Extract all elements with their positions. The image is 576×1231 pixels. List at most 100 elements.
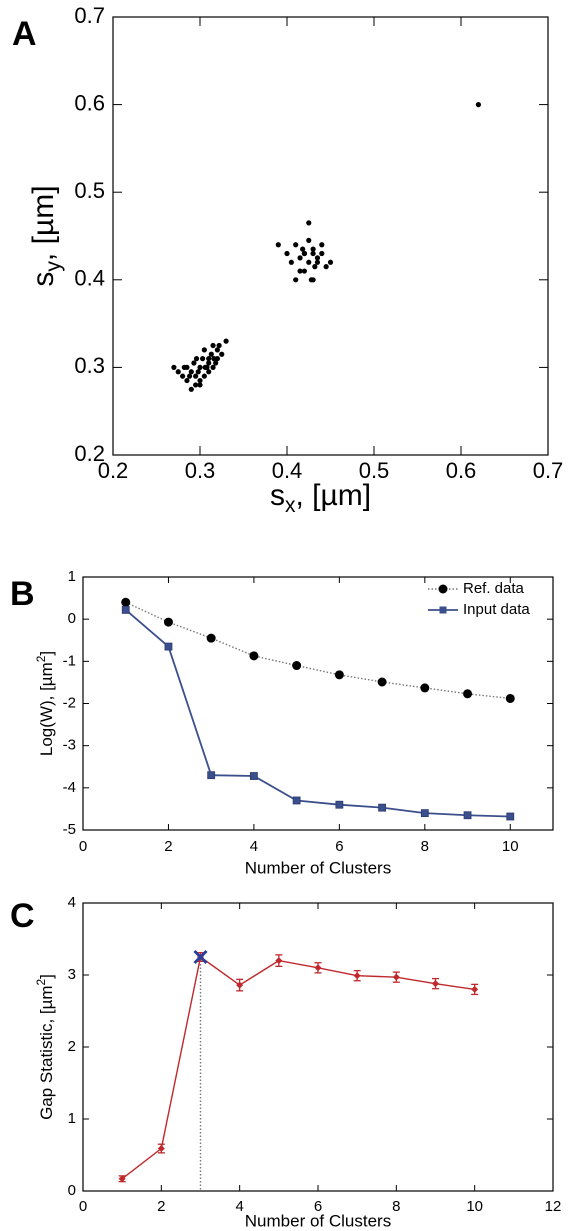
legend-marker	[439, 606, 447, 614]
y-tick-label: 0.4	[74, 266, 105, 291]
point	[293, 242, 299, 248]
optimal-stroke	[193, 949, 208, 965]
point	[202, 364, 208, 370]
point	[184, 377, 190, 384]
legend-label: Input data	[463, 601, 530, 618]
point	[216, 342, 222, 349]
point	[293, 277, 299, 283]
y-tick-label: 0	[68, 610, 76, 627]
marker	[463, 811, 472, 820]
y-tick-label: -5	[63, 821, 76, 838]
series-line	[125, 601, 511, 700]
point	[193, 356, 200, 362]
x-tick-label: 6	[314, 1198, 322, 1215]
point	[297, 255, 303, 261]
point	[180, 373, 186, 379]
x-tick-label: 0.3	[185, 458, 216, 483]
axis-label-text: s	[270, 479, 285, 512]
point	[284, 250, 290, 257]
y-tick-label: -4	[63, 779, 76, 796]
marker	[121, 605, 130, 614]
x-tick-label: 2	[157, 1198, 165, 1215]
x-tick-label: 8	[421, 838, 429, 855]
marker	[314, 964, 322, 972]
point	[312, 264, 318, 270]
y-tick-label: 0.3	[74, 353, 105, 378]
y-tick-label: 2	[68, 1038, 76, 1055]
x-tick-label: 10	[502, 838, 519, 855]
series-line	[121, 955, 475, 1180]
point	[301, 250, 307, 257]
point	[327, 259, 334, 265]
marker	[121, 597, 131, 607]
point	[210, 342, 216, 349]
panel-label: A	[12, 15, 37, 53]
x-tick-label: 4	[250, 838, 258, 855]
point	[213, 360, 219, 366]
marker	[249, 651, 259, 661]
point	[188, 386, 194, 392]
marker	[463, 689, 473, 699]
axis-label-rest: ]	[37, 651, 56, 656]
axis-label-rest: , [µm]	[295, 479, 371, 512]
axis-label: sx, [µm]	[270, 479, 371, 517]
point	[310, 250, 316, 257]
axis-label-rest: ]	[37, 974, 56, 979]
point	[297, 268, 303, 274]
point	[197, 377, 203, 384]
y-tick-label: 3	[68, 966, 76, 983]
marker	[506, 812, 515, 821]
y-tick-label: 0.6	[74, 90, 105, 115]
axis-label-sup: 2	[34, 655, 48, 662]
point	[193, 382, 199, 388]
point	[206, 360, 212, 366]
point	[475, 102, 481, 108]
x-tick-label: 0.7	[533, 458, 564, 483]
y-tick-label: 0.7	[74, 3, 105, 28]
axis-label: Log(W), [µm2]	[34, 651, 56, 756]
marker	[392, 973, 400, 981]
point	[314, 255, 321, 261]
legend-marker	[438, 584, 448, 594]
y-tick-label: 1	[68, 1110, 76, 1127]
axis-label-rest: , [µm]	[27, 185, 60, 261]
y-tick-label: 0	[68, 1182, 76, 1199]
y-tick-label: 0.2	[74, 441, 105, 466]
x-tick-label: 0.2	[98, 458, 129, 483]
point	[300, 246, 306, 252]
point	[206, 356, 212, 362]
marker	[334, 670, 344, 680]
point	[200, 356, 206, 362]
marker	[471, 985, 479, 993]
x-tick-label: 8	[392, 1198, 400, 1215]
y-tick-label: -1	[63, 652, 76, 669]
marker	[420, 683, 430, 693]
point	[191, 360, 197, 366]
point	[306, 220, 312, 226]
optimal-marker	[193, 949, 208, 965]
x-tick-label: 0.4	[272, 458, 303, 483]
marker	[505, 693, 515, 703]
y-tick-label: -2	[63, 694, 76, 711]
x-tick-label: 0.6	[446, 458, 477, 483]
point	[186, 373, 193, 379]
point	[219, 351, 225, 357]
marker	[250, 772, 258, 780]
point	[319, 242, 325, 248]
axis-label-text: s	[27, 272, 60, 287]
marker	[377, 677, 387, 687]
point	[323, 264, 329, 270]
marker	[335, 800, 344, 809]
x-tick-label: 0	[79, 1198, 87, 1215]
panel-label: B	[10, 575, 35, 613]
axis-label-sup: 2	[34, 978, 48, 985]
y-tick-label: 0.5	[74, 178, 105, 203]
y-tick-label: 4	[68, 894, 76, 911]
point	[206, 369, 212, 375]
point	[197, 382, 203, 388]
axis-label-text: Gap Statistic, [µm	[37, 985, 56, 1120]
point	[211, 356, 217, 362]
x-tick-label: 0	[79, 838, 87, 855]
x-tick-label: 2	[164, 838, 172, 855]
